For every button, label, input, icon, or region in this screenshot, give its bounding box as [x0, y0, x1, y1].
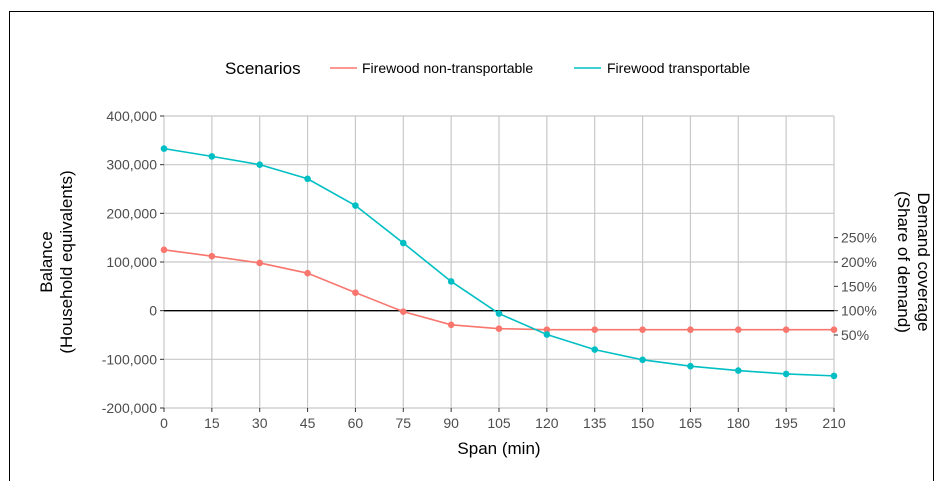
- data-point-1: [304, 175, 311, 183]
- data-point-0: [160, 246, 168, 254]
- x-tick-label: 30: [252, 415, 268, 431]
- x-tick-label: 15: [204, 415, 220, 431]
- data-point-0: [256, 259, 264, 267]
- y-tick-label: -200,000: [102, 400, 157, 416]
- data-point-1: [543, 331, 551, 338]
- data-point-1: [591, 346, 599, 353]
- data-point-1: [734, 367, 742, 374]
- legend: Scenarios Firewood non-transportable Fir…: [225, 59, 750, 78]
- data-point-0: [782, 326, 790, 333]
- chart-frame: [9, 11, 934, 481]
- data-point-1: [160, 145, 168, 152]
- y2-axis-title-line-1: Demand coverage: [914, 193, 933, 332]
- data-point-0: [208, 252, 216, 260]
- y-tick-label: 400,000: [106, 108, 157, 124]
- y2-tick-label: 100%: [841, 303, 877, 319]
- data-point-0: [399, 308, 407, 315]
- x-tick-label: 45: [300, 415, 316, 431]
- x-tick-label: 60: [348, 415, 364, 431]
- data-point-0: [447, 321, 455, 329]
- y-tick-label: 0: [149, 303, 157, 319]
- data-point-1: [447, 278, 455, 285]
- data-point-1: [256, 161, 264, 168]
- legend-label-transportable: Firewood transportable: [607, 60, 750, 76]
- x-tick-label: 90: [443, 415, 459, 431]
- x-tick-label: 0: [160, 415, 168, 431]
- y-tick-label: 200,000: [106, 205, 157, 221]
- y2-axis-title: Demand coverage (Share of demand): [894, 191, 933, 333]
- data-point-0: [304, 269, 311, 277]
- y2-tick-label: 50%: [841, 327, 869, 343]
- data-point-0: [687, 326, 694, 333]
- x-tick-label: 210: [822, 415, 846, 431]
- data-point-1: [495, 310, 503, 317]
- x-tick-label: 105: [487, 415, 511, 431]
- grid: [163, 115, 835, 409]
- legend-title: Scenarios: [225, 59, 301, 78]
- legend-label-non-transportable: Firewood non-transportable: [362, 60, 533, 76]
- data-point-0: [495, 325, 503, 332]
- x-tick-label: 135: [583, 415, 607, 431]
- y2-tick-label: 150%: [841, 278, 877, 294]
- data-point-0: [734, 326, 742, 333]
- data-point-0: [591, 326, 599, 333]
- y2-tick-label: 250%: [841, 230, 877, 246]
- x-tick-label: 165: [679, 415, 703, 431]
- data-point-1: [830, 372, 838, 380]
- y-axis-title-line-2: (Household equivalents): [57, 170, 76, 353]
- x-axis-title: Span (min): [457, 439, 540, 458]
- y-axis-title: Balance (Household equivalents): [37, 170, 76, 353]
- y-tick-label: -100,000: [102, 351, 157, 367]
- x-tick-label: 195: [774, 415, 798, 431]
- y-axis-ticks: -200,000 -100,000 0 100,000 200,000 300,000 40…: [102, 108, 164, 416]
- data-point-1: [639, 356, 646, 364]
- x-axis-ticks: 0 15 30 45 60 75 90 105 120 135 150 165 180 195 210: [160, 408, 846, 431]
- data-point-1: [208, 153, 216, 160]
- y2-axis-ticks: 50% 100% 150% 200% 250%: [834, 230, 877, 343]
- x-tick-label: 120: [535, 415, 559, 431]
- x-tick-label: 75: [395, 415, 411, 431]
- y-tick-label: 300,000: [106, 157, 157, 173]
- x-tick-label: 150: [631, 415, 655, 431]
- data-point-0: [830, 326, 838, 333]
- data-point-0: [352, 289, 359, 296]
- y2-axis-title-line-2: (Share of demand): [894, 191, 913, 333]
- data-point-1: [352, 202, 359, 209]
- series-layer: [160, 145, 838, 380]
- x-tick-label: 180: [727, 415, 751, 431]
- data-point-0: [543, 326, 551, 333]
- data-point-1: [782, 370, 790, 378]
- data-point-0: [639, 326, 646, 333]
- data-point-1: [687, 362, 694, 370]
- data-point-1: [399, 239, 407, 247]
- y-axis-title-line-1: Balance: [37, 231, 56, 292]
- y2-tick-label: 200%: [841, 254, 877, 270]
- y-tick-label: 100,000: [106, 254, 157, 270]
